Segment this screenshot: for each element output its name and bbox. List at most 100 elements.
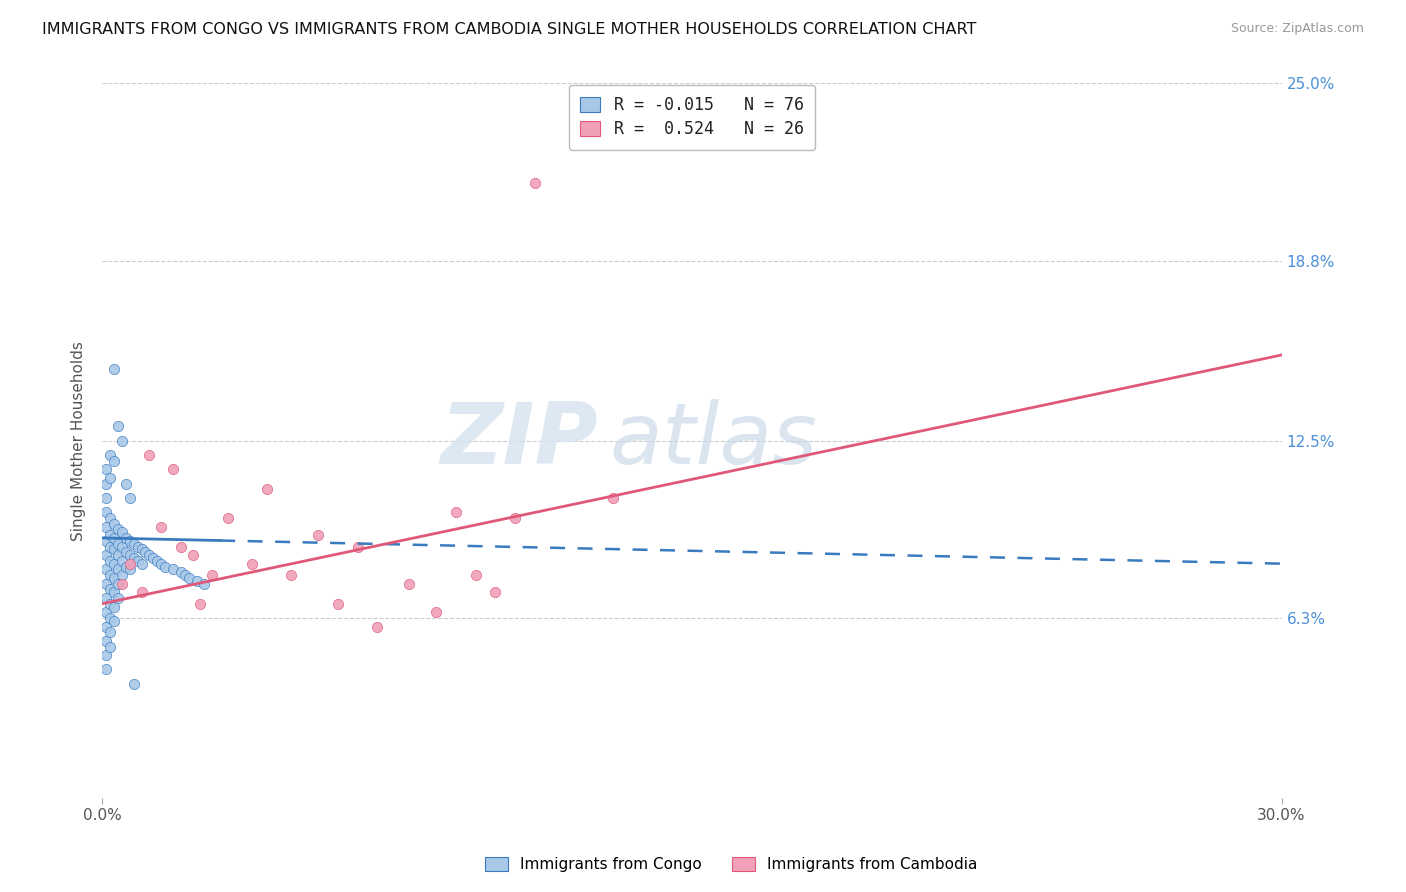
Point <box>103 614 125 628</box>
Point <box>94 619 117 633</box>
Point <box>131 557 153 571</box>
Point <box>114 559 136 574</box>
Point <box>94 605 117 619</box>
Point <box>346 540 368 554</box>
Point <box>94 462 117 476</box>
Point <box>150 519 173 533</box>
Point <box>131 585 153 599</box>
Point <box>122 536 145 550</box>
Legend: R = -0.015   N = 76, R =  0.524   N = 26: R = -0.015 N = 76, R = 0.524 N = 26 <box>568 85 815 150</box>
Text: atlas: atlas <box>609 400 817 483</box>
Point <box>107 536 129 550</box>
Point <box>107 562 129 576</box>
Point <box>98 540 121 554</box>
Point <box>111 434 134 448</box>
Text: ZIP: ZIP <box>440 400 598 483</box>
Point <box>103 585 125 599</box>
Point <box>162 462 184 476</box>
Point <box>103 531 125 545</box>
Point <box>94 533 117 548</box>
Text: IMMIGRANTS FROM CONGO VS IMMIGRANTS FROM CAMBODIA SINGLE MOTHER HOUSEHOLDS CORRE: IMMIGRANTS FROM CONGO VS IMMIGRANTS FROM… <box>42 22 977 37</box>
Point <box>256 483 278 497</box>
Point <box>122 677 145 691</box>
Point <box>98 597 121 611</box>
Point <box>444 505 467 519</box>
Point <box>107 576 129 591</box>
Point <box>98 611 121 625</box>
Point <box>307 528 329 542</box>
Point <box>94 476 117 491</box>
Point <box>131 542 153 557</box>
Point <box>111 540 134 554</box>
Point <box>103 516 125 531</box>
Point <box>103 542 125 557</box>
Point <box>138 448 160 462</box>
Point <box>107 522 129 536</box>
Point <box>103 599 125 614</box>
Point <box>114 545 136 559</box>
Point <box>138 548 160 562</box>
Point <box>484 585 506 599</box>
Point <box>98 554 121 568</box>
Point <box>118 533 141 548</box>
Y-axis label: Single Mother Households: Single Mother Households <box>72 341 86 541</box>
Point <box>98 528 121 542</box>
Point <box>94 505 117 519</box>
Point <box>111 568 134 582</box>
Point <box>118 491 141 505</box>
Point <box>103 571 125 585</box>
Point <box>94 662 117 676</box>
Point <box>326 597 349 611</box>
Point <box>94 576 117 591</box>
Point <box>181 548 204 562</box>
Point <box>240 557 263 571</box>
Point <box>150 557 173 571</box>
Point <box>127 540 149 554</box>
Point <box>103 362 125 376</box>
Point <box>94 491 117 505</box>
Point <box>107 548 129 562</box>
Point <box>94 562 117 576</box>
Point <box>146 554 169 568</box>
Point <box>398 576 420 591</box>
Point <box>103 557 125 571</box>
Point <box>94 548 117 562</box>
Point <box>118 548 141 562</box>
Point <box>425 605 447 619</box>
Point <box>366 619 388 633</box>
Point <box>193 576 215 591</box>
Point <box>201 568 224 582</box>
Point <box>107 591 129 605</box>
Point <box>94 591 117 605</box>
Point <box>111 576 134 591</box>
Point <box>173 568 195 582</box>
Point <box>122 551 145 566</box>
Point <box>127 554 149 568</box>
Point <box>190 597 212 611</box>
Point <box>107 419 129 434</box>
Point <box>170 566 193 580</box>
Point <box>602 491 624 505</box>
Point <box>523 177 546 191</box>
Point <box>464 568 486 582</box>
Legend: Immigrants from Congo, Immigrants from Cambodia: Immigrants from Congo, Immigrants from C… <box>477 849 986 880</box>
Point <box>153 559 176 574</box>
Point <box>98 568 121 582</box>
Text: Source: ZipAtlas.com: Source: ZipAtlas.com <box>1230 22 1364 36</box>
Point <box>98 625 121 640</box>
Point <box>98 582 121 597</box>
Point <box>114 476 136 491</box>
Point <box>162 562 184 576</box>
Point <box>94 633 117 648</box>
Point <box>103 454 125 468</box>
Point <box>118 557 141 571</box>
Point <box>98 448 121 462</box>
Point <box>111 525 134 540</box>
Point <box>186 574 208 588</box>
Point <box>111 554 134 568</box>
Point <box>98 640 121 654</box>
Point <box>177 571 200 585</box>
Point <box>217 511 239 525</box>
Point <box>280 568 302 582</box>
Point <box>94 648 117 662</box>
